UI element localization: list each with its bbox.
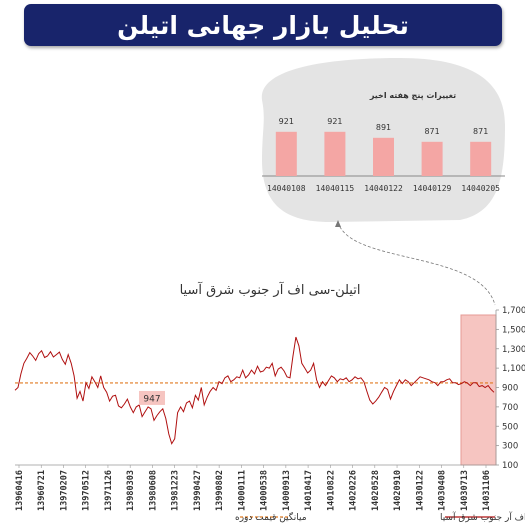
inset-bar-value: 921 [327, 117, 342, 126]
inset-x-label: 14040129 [413, 184, 452, 193]
x-tick-label: 13981223 [171, 470, 181, 511]
y-tick-label: 1,700 [502, 306, 525, 316]
inset-x-label: 14040205 [461, 184, 500, 193]
connector-arrowhead [335, 220, 341, 227]
main-chart-title: اتیلن-سی اف آر جنوب شرق آسیا [180, 281, 361, 298]
y-tick-label: 900 [502, 384, 518, 394]
x-tick-label: 14010822 [326, 470, 336, 511]
inset-x-label: 14040115 [316, 184, 355, 193]
x-tick-label: 13970512 [82, 470, 92, 511]
y-tick-label: 100 [502, 461, 518, 471]
inset-bar-value: 871 [424, 127, 439, 136]
inset-chart-title: تغییرات پنج هفته اخیر [369, 91, 456, 100]
inset-bar-value: 871 [473, 127, 488, 136]
x-tick-label: 14000538 [260, 470, 270, 511]
inset-bar-value: 891 [376, 123, 391, 132]
inset-bar [373, 137, 394, 176]
title-banner: تحلیل بازار جهانی اتیلن [24, 4, 502, 46]
x-tick-label: 14000111 [237, 470, 247, 511]
x-tick-label: 14030122 [415, 470, 425, 511]
inset-bar [470, 141, 492, 176]
legend-label-price: اتیلن-سی اف آر جنوب شرق آسیا [440, 511, 525, 523]
y-tick-label: 300 [502, 442, 518, 452]
ethylene-price-series [14, 336, 495, 445]
x-tick-label: 14020528 [371, 470, 381, 511]
x-tick-label: 13980303 [126, 470, 136, 511]
x-tick-label: 14030713 [460, 470, 470, 511]
legend: اتیلن-سی اف آر جنوب شرق آسیا میانگین قیم… [235, 511, 525, 523]
y-tick-label: 700 [502, 403, 518, 413]
x-tick-label: 13970207 [59, 470, 69, 511]
banner-title: تحلیل بازار جهانی اتیلن [117, 10, 409, 40]
connector-arrow [337, 221, 496, 306]
x-tick-label: 13960721 [37, 470, 47, 511]
inset-x-label: 14040122 [364, 184, 403, 193]
y-tick-label: 500 [502, 422, 518, 432]
average-label-box [139, 390, 165, 405]
x-tick-label: 13971126 [104, 470, 114, 511]
x-tick-label: 13960416 [15, 470, 25, 511]
inset-bar [324, 131, 346, 176]
inset-bar [421, 141, 443, 176]
inset-bar [275, 131, 297, 176]
x-tick-label: 13990427 [193, 470, 203, 511]
x-tick-label: 13980608 [148, 470, 158, 511]
x-tick-label: 14020910 [393, 470, 403, 511]
recent-weeks-highlight [460, 314, 497, 466]
x-tick-label: 14020226 [349, 470, 359, 511]
y-tick-label: 1,500 [502, 325, 525, 335]
y-tick-label: 1,100 [502, 364, 525, 374]
y-tick-label: 1,300 [502, 345, 525, 355]
x-tick-label: 14031106 [482, 470, 492, 511]
x-tick-label: 14010417 [304, 470, 314, 511]
inset-x-label: 14040108 [267, 184, 306, 193]
average-label: 947 [143, 394, 160, 404]
x-tick-label: 14000913 [282, 470, 292, 511]
inset-bar-value: 921 [279, 117, 294, 126]
legend-label-average: میانگین قیمت دوره [235, 511, 307, 523]
x-tick-label: 14030408 [438, 470, 448, 511]
x-tick-label: 13990802 [215, 470, 225, 511]
